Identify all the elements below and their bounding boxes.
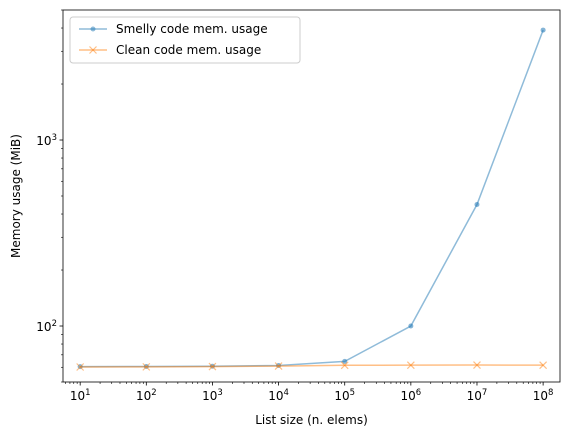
legend-marker-smelly (91, 27, 96, 32)
legend-label-smelly: Smelly code mem. usage (116, 22, 268, 36)
series-0-point-5 (408, 324, 413, 329)
y-axis-label: Memory usage (MiB) (9, 134, 23, 258)
y-tick-label-0: 102 (36, 319, 57, 334)
y-tick-label-1: 103 (36, 133, 57, 148)
x-tick-label-2: 103 (202, 388, 223, 403)
x-tick-label-5: 106 (400, 388, 421, 403)
x-axis-label: List size (n. elems) (255, 413, 368, 427)
x-tick-label-3: 104 (268, 388, 289, 403)
x-tick-label-6: 107 (467, 388, 488, 403)
series-0-point-7 (541, 28, 546, 33)
x-tick-label-7: 108 (533, 388, 554, 403)
legend-label-clean: Clean code mem. usage (116, 43, 261, 57)
series-0-point-6 (474, 202, 479, 207)
x-tick-label-0: 101 (70, 388, 91, 403)
legend: Smelly code mem. usage Clean code mem. u… (70, 17, 300, 63)
x-tick-label-1: 102 (136, 388, 157, 403)
plot-area (63, 10, 560, 382)
x-tick-label-4: 105 (334, 388, 355, 403)
